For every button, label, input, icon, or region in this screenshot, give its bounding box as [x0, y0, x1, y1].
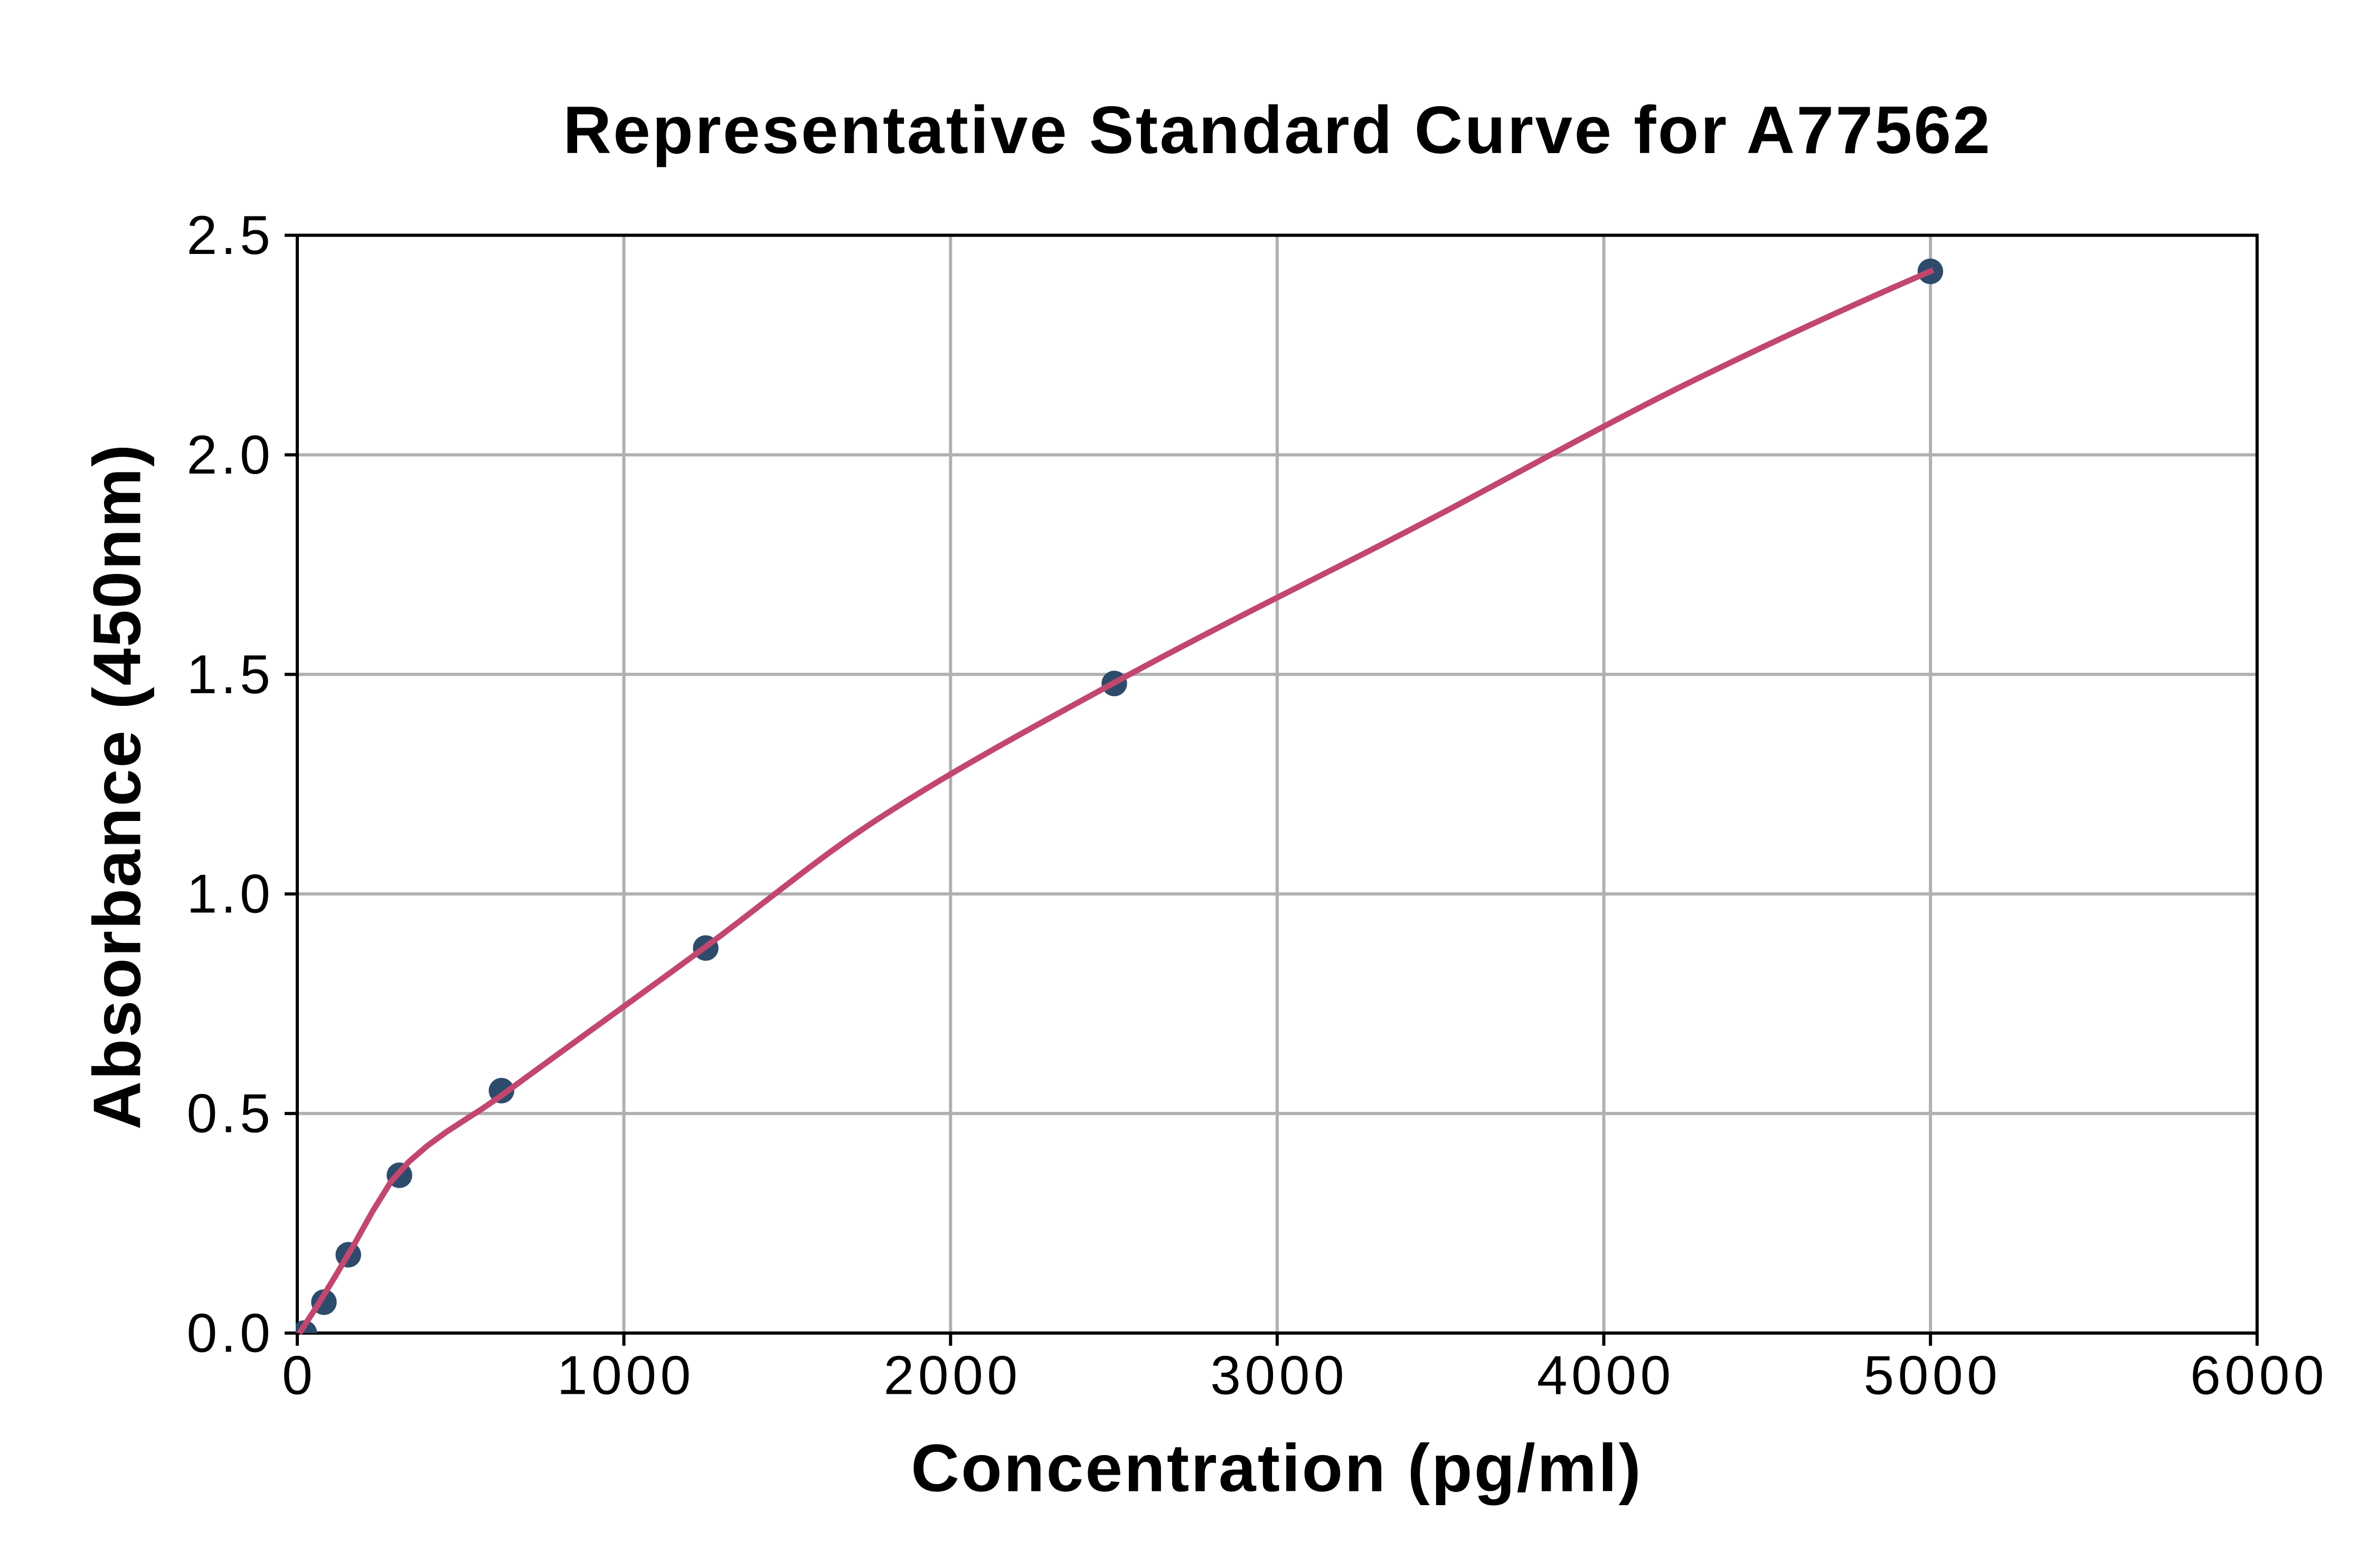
- svg-text:2.0: 2.0: [187, 424, 271, 486]
- svg-text:0: 0: [282, 1345, 313, 1406]
- svg-text:1.0: 1.0: [187, 864, 271, 925]
- svg-text:0.0: 0.0: [187, 1303, 271, 1364]
- svg-text:1.5: 1.5: [187, 644, 271, 705]
- svg-text:0.5: 0.5: [187, 1083, 271, 1145]
- svg-text:Representative Standard Curve: Representative Standard Curve for A77562: [563, 92, 1990, 167]
- svg-text:Absorbance (450nm): Absorbance (450nm): [80, 445, 155, 1130]
- svg-text:2.5: 2.5: [187, 205, 271, 266]
- svg-text:Concentration (pg/ml): Concentration (pg/ml): [911, 1431, 1641, 1506]
